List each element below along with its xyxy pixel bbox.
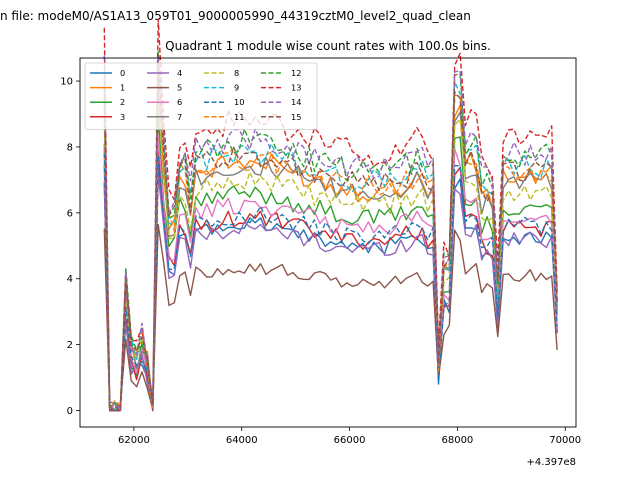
series-line-14: [103, 55, 558, 412]
legend-label: 7: [177, 112, 182, 122]
chart-title: Quadrant 1 module wise count rates with …: [165, 39, 491, 53]
x-axis: 62000 64000 66000 68000 70000: [118, 427, 581, 446]
y-tick-label: 0: [67, 406, 73, 417]
x-tick-label: 62000: [118, 435, 150, 446]
series-line-6: [103, 132, 558, 412]
series-line-4: [103, 173, 558, 412]
legend-label: 2: [120, 97, 125, 107]
figure-suptitle: n file: modeM0/AS1A13_059T01_9000005990_…: [0, 9, 471, 23]
legend-label: 8: [234, 68, 239, 78]
legend-label: 15: [291, 112, 301, 122]
legend-label: 6: [177, 97, 182, 107]
series-line-15: [103, 65, 558, 412]
y-tick-label: 6: [67, 208, 73, 219]
y-axis: 0 2 4 6 8 10: [60, 77, 80, 417]
y-tick-label: 10: [60, 77, 73, 88]
y-tick-label: 8: [67, 142, 73, 153]
y-tick-label: 4: [67, 274, 73, 285]
series-line-9: [103, 79, 558, 412]
x-tick-label: 68000: [441, 435, 473, 446]
legend-label: 0: [120, 68, 125, 78]
legend-label: 13: [291, 83, 301, 93]
legend-label: 1: [120, 83, 125, 93]
legend-box: [84, 62, 318, 130]
series-line-10: [103, 152, 558, 412]
series-line-13: [103, 18, 558, 412]
series-line-11: [103, 69, 558, 412]
x-tick-label: 64000: [226, 435, 258, 446]
y-tick-label: 2: [67, 340, 73, 351]
legend-label: 11: [234, 112, 244, 122]
x-tick-label: 66000: [334, 435, 366, 446]
series-line-7: [103, 88, 558, 412]
legend-label: 14: [291, 97, 301, 107]
x-offset-label: +4.397e8: [526, 457, 576, 468]
series-line-8: [103, 100, 558, 412]
legend-label: 5: [177, 83, 182, 93]
x-tick-label: 70000: [549, 435, 581, 446]
axes-frame: [79, 57, 577, 428]
legend-label: 10: [234, 97, 244, 107]
series-layer: [103, 18, 558, 412]
legend-label: 12: [291, 68, 301, 78]
series-line-5: [103, 223, 558, 411]
legend-label: 4: [177, 68, 182, 78]
legend-label: 9: [234, 83, 239, 93]
series-line-12: [103, 50, 558, 409]
legend-label: 3: [120, 112, 125, 122]
